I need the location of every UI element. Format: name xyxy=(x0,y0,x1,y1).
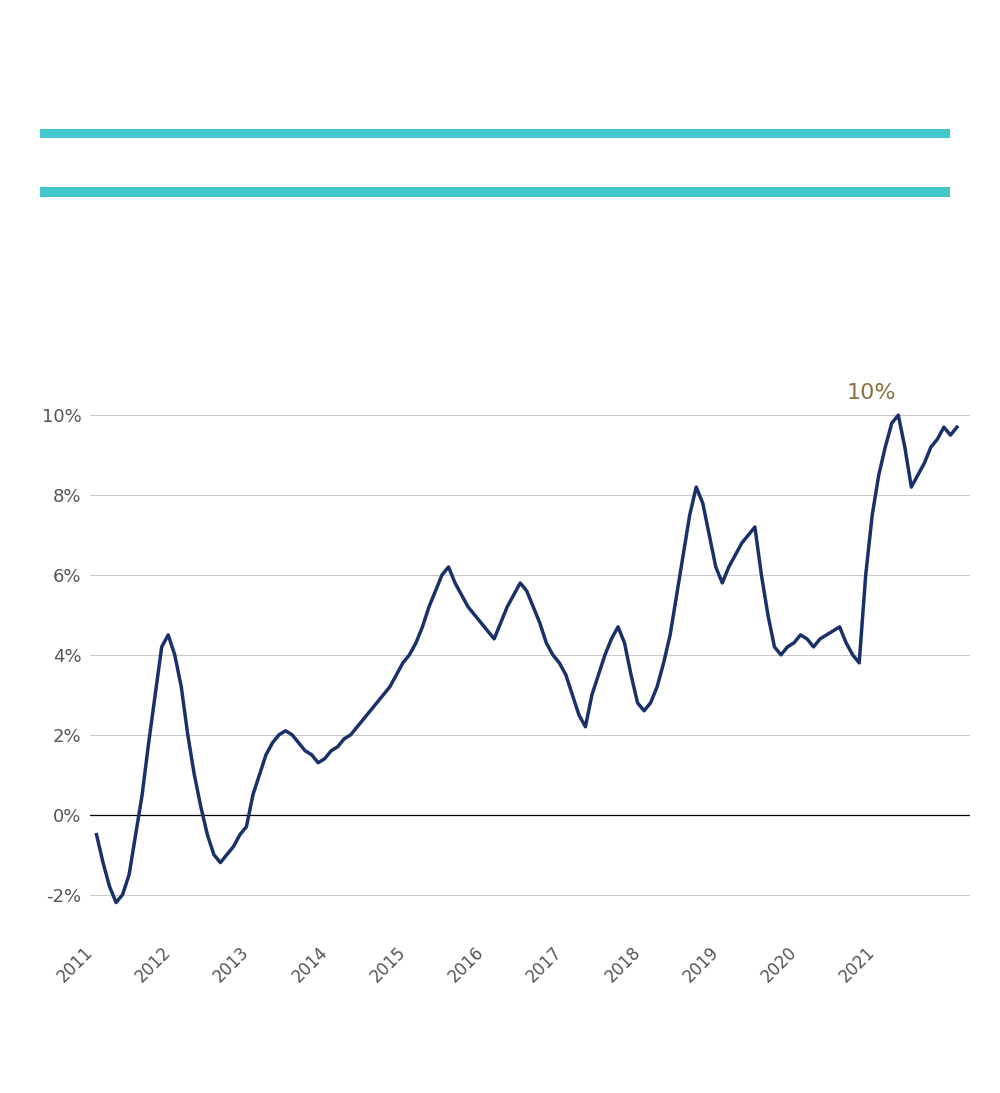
Text: Burns Single-Family Rent Index™ is a measure of new lease effective rent.: Burns Single-Family Rent Index™ is a mea… xyxy=(50,258,596,273)
Text: Burns Single-Family Rent Index™: Burns Single-Family Rent Index™ xyxy=(50,145,569,173)
Text: ownership per market, which differs from our national 99 market roll-up.: ownership per market, which differs from… xyxy=(50,1021,634,1036)
Bar xyxy=(40,187,950,197)
Text: This data is non-smoothed and weighted by volume of national institutional: This data is non-smoothed and weighted b… xyxy=(50,988,659,1003)
Bar xyxy=(40,129,950,139)
Text: JOHN   BURNS: JOHN BURNS xyxy=(435,10,565,28)
Text: Top 20 Single-Family Rental Markets:: Top 20 Single-Family Rental Markets: xyxy=(50,93,632,121)
Text: Source: John Burns Real Estate Consulting, LLC (Data: Nov-21; Pub: Jan-22): Source: John Burns Real Estate Consultin… xyxy=(50,1058,652,1072)
Text: YOY% change: YOY% change xyxy=(50,210,155,225)
Text: REAL ESTATE CONSULTING: REAL ESTATE CONSULTING xyxy=(431,47,569,57)
Text: 10%: 10% xyxy=(846,384,896,403)
